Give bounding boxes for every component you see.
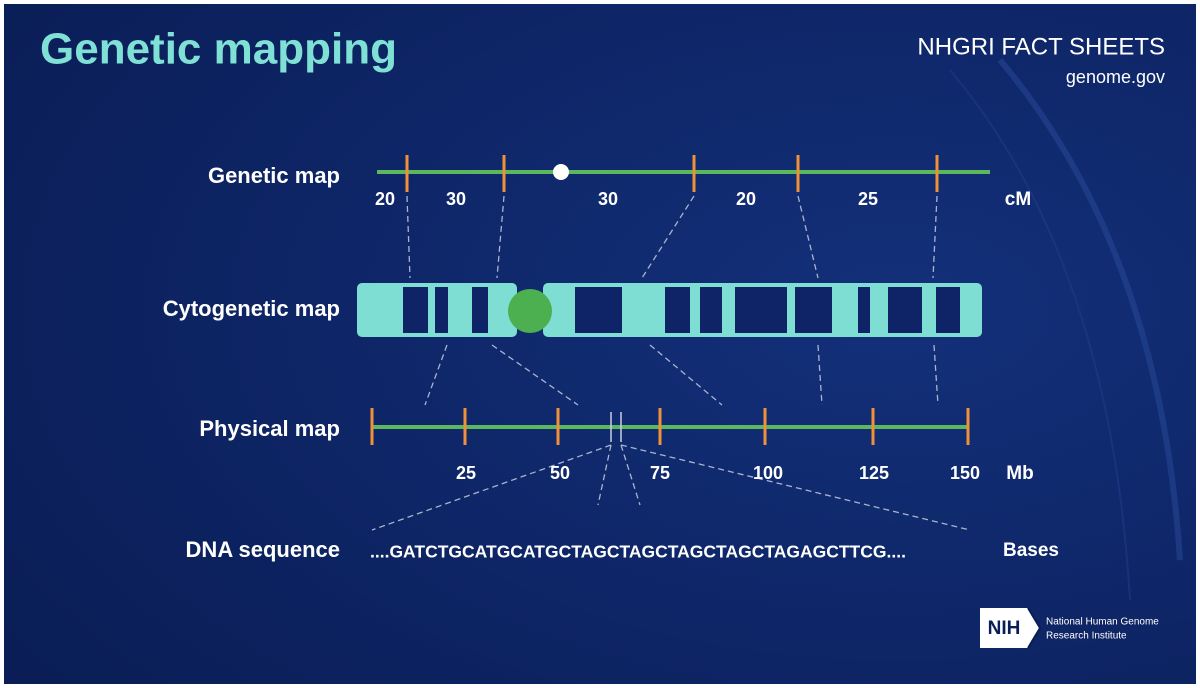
dash bbox=[424, 344, 939, 406]
band bbox=[665, 287, 690, 333]
logo-box bbox=[980, 608, 1040, 648]
band bbox=[472, 287, 488, 333]
sequence: ....GATCTGCATGCATGCTAGCTAGCTAGCTAGCTAGAG… bbox=[370, 542, 906, 562]
brand: NHGRI FACT SHEETS bbox=[917, 33, 1165, 60]
centromere bbox=[508, 289, 552, 333]
tick-label: 25 bbox=[456, 463, 476, 483]
band bbox=[936, 287, 960, 333]
row-label: DNA sequence bbox=[186, 537, 340, 562]
row-label: Genetic map bbox=[208, 163, 340, 188]
band bbox=[735, 287, 787, 333]
logo-chevron bbox=[1027, 607, 1042, 649]
band bbox=[575, 287, 622, 333]
band bbox=[795, 287, 832, 333]
logo-text: NIH bbox=[988, 618, 1021, 639]
physical-ticks bbox=[370, 408, 970, 445]
unit: Bases bbox=[1003, 540, 1059, 561]
genetic-ticks bbox=[405, 155, 939, 192]
row-label: Physical map bbox=[199, 416, 340, 441]
interval-label: 25 bbox=[858, 189, 878, 209]
site: genome.gov bbox=[1066, 67, 1165, 87]
background bbox=[4, 4, 1196, 684]
tick-label: 125 bbox=[859, 463, 889, 483]
band bbox=[700, 287, 722, 333]
institute: National Human Genome bbox=[1046, 617, 1159, 628]
decor-arc bbox=[997, 58, 1183, 561]
interval-label: 30 bbox=[446, 189, 466, 209]
institute: Research Institute bbox=[1046, 631, 1127, 642]
band bbox=[435, 287, 448, 333]
interval-label: 30 bbox=[598, 189, 618, 209]
row-label: Cytogenetic map bbox=[163, 296, 340, 321]
tick-label: 50 bbox=[550, 463, 570, 483]
dash bbox=[406, 195, 938, 279]
bands bbox=[403, 287, 960, 333]
interval-label: 20 bbox=[375, 189, 395, 209]
tick-label: 75 bbox=[650, 463, 670, 483]
decor-arc bbox=[949, 69, 1131, 601]
tick-label: 150 bbox=[950, 463, 980, 483]
title: Genetic mapping bbox=[40, 25, 397, 74]
interval-label: 20 bbox=[736, 189, 756, 209]
tick-label: 100 bbox=[753, 463, 783, 483]
band bbox=[403, 287, 428, 333]
band bbox=[858, 287, 870, 333]
band bbox=[888, 287, 922, 333]
unit: cM bbox=[1005, 189, 1031, 210]
connectors bbox=[371, 195, 971, 531]
unit: Mb bbox=[1006, 463, 1033, 484]
marker-dot bbox=[553, 164, 569, 180]
